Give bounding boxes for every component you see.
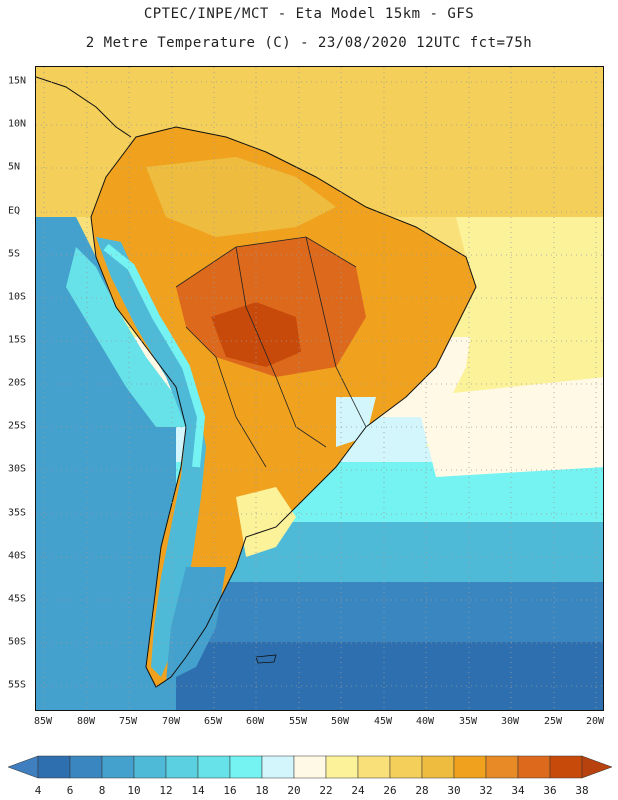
lat-label-5s: 5S: [8, 248, 21, 260]
falklands-islands: [255, 654, 277, 664]
lon-label-80w: 80W: [76, 716, 96, 727]
lat-label-40s: 40S: [8, 550, 27, 562]
colorbar-label-8: 8: [98, 784, 106, 797]
colorbar-label-6: 6: [66, 784, 74, 797]
colorbar-swatch-26-28: [389, 755, 423, 779]
map-title-line1: CPTEC/INPE/MCT - Eta Model 15km - GFS: [143, 6, 475, 22]
map-panel: [35, 66, 604, 711]
colorbar-label-36: 36: [543, 784, 557, 797]
colorbar-label-10: 10: [127, 784, 141, 797]
lat-label-25s: 25S: [8, 420, 27, 432]
lat-label-35s: 35S: [8, 507, 27, 519]
lat-label-eq: EQ: [8, 205, 21, 217]
andes-mid-ridge: [103, 243, 206, 468]
lat-label-10s: 10S: [8, 291, 27, 303]
colorbar-label-24: 24: [351, 784, 365, 797]
lon-label-55w: 55W: [288, 716, 308, 727]
colorbar-label-34: 34: [511, 784, 525, 797]
colorbar-label-26: 26: [383, 784, 397, 797]
lon-label-40w: 40W: [415, 716, 435, 727]
lat-label-45s: 45S: [8, 593, 27, 605]
andes-cool-ridge: [96, 237, 206, 677]
colorbar-arrow-high: [581, 755, 613, 779]
lat-label-10n: 10N: [8, 118, 27, 130]
lon-label-50w: 50W: [330, 716, 350, 727]
central-america-coast: [36, 76, 132, 138]
colorbar-label-16: 16: [223, 784, 237, 797]
lat-label-15n: 15N: [8, 75, 27, 87]
colorbar-label-22: 22: [319, 784, 333, 797]
lat-label-55s: 55S: [8, 679, 27, 691]
colorbar-swatch-16-18: [229, 755, 263, 779]
pacific-cyan-coast: [66, 247, 186, 427]
colorbar-swatch-28-30: [421, 755, 455, 779]
pacific-cool-region: [36, 217, 176, 710]
colorbar-label-30: 30: [447, 784, 461, 797]
lat-label-50s: 50S: [8, 636, 27, 648]
colorbar-label-28: 28: [415, 784, 429, 797]
lon-label-30w: 30W: [500, 716, 520, 727]
lat-label-20s: 20S: [8, 377, 27, 389]
map-title-line2: 2 Metre Temperature (C) - 23/08/2020 12U…: [85, 35, 533, 51]
colorbar-swatch-6-8: [69, 755, 103, 779]
lon-label-45w: 45W: [373, 716, 393, 727]
lat-label-5n: 5N: [8, 161, 21, 173]
lat-label-15s: 15S: [8, 334, 27, 346]
colorbar-swatch-24-26: [357, 755, 391, 779]
lat-label-30s: 30S: [8, 463, 27, 475]
colorbar-swatch-8-10: [101, 755, 135, 779]
colorbar-swatch-22-24: [325, 755, 359, 779]
amazon-warm-north: [146, 157, 336, 237]
lon-label-35w: 35W: [458, 716, 478, 727]
colorbar-swatch-10-12: [133, 755, 167, 779]
temperature-map: [36, 67, 603, 710]
colorbar-label-18: 18: [255, 784, 269, 797]
lon-label-65w: 65W: [203, 716, 223, 727]
colorbar-swatch-36-38: [549, 755, 583, 779]
pampas-pale: [236, 487, 296, 557]
colorbar: [7, 755, 613, 779]
colorbar-swatch-34-36: [517, 755, 551, 779]
colorbar-swatch-18-20: [261, 755, 295, 779]
colorbar-label-32: 32: [479, 784, 493, 797]
southeast-brazil-cool: [336, 397, 376, 447]
colorbar-swatch-32-34: [485, 755, 519, 779]
lon-label-85w: 85W: [33, 716, 53, 727]
patagonia-cool: [166, 567, 226, 682]
colorbar-swatch-12-14: [165, 755, 199, 779]
colorbar-label-14: 14: [191, 784, 205, 797]
lon-label-70w: 70W: [161, 716, 181, 727]
colorbar-label-20: 20: [287, 784, 301, 797]
colorbar-swatch-4-6: [37, 755, 71, 779]
colorbar-swatch-14-16: [197, 755, 231, 779]
lon-label-25w: 25W: [543, 716, 563, 727]
lon-label-75w: 75W: [118, 716, 138, 727]
colorbar-arrow-low: [7, 755, 39, 779]
colorbar-label-12: 12: [159, 784, 173, 797]
colorbar-label-4: 4: [34, 784, 42, 797]
lon-label-60w: 60W: [245, 716, 265, 727]
colorbar-swatch-20-22: [293, 755, 327, 779]
hottest-core: [211, 302, 301, 367]
colorbar-label-38: 38: [575, 784, 589, 797]
colorbar-swatch-30-32: [453, 755, 487, 779]
atlantic-pale-region: [416, 377, 603, 477]
lon-label-20w: 20W: [585, 716, 605, 727]
